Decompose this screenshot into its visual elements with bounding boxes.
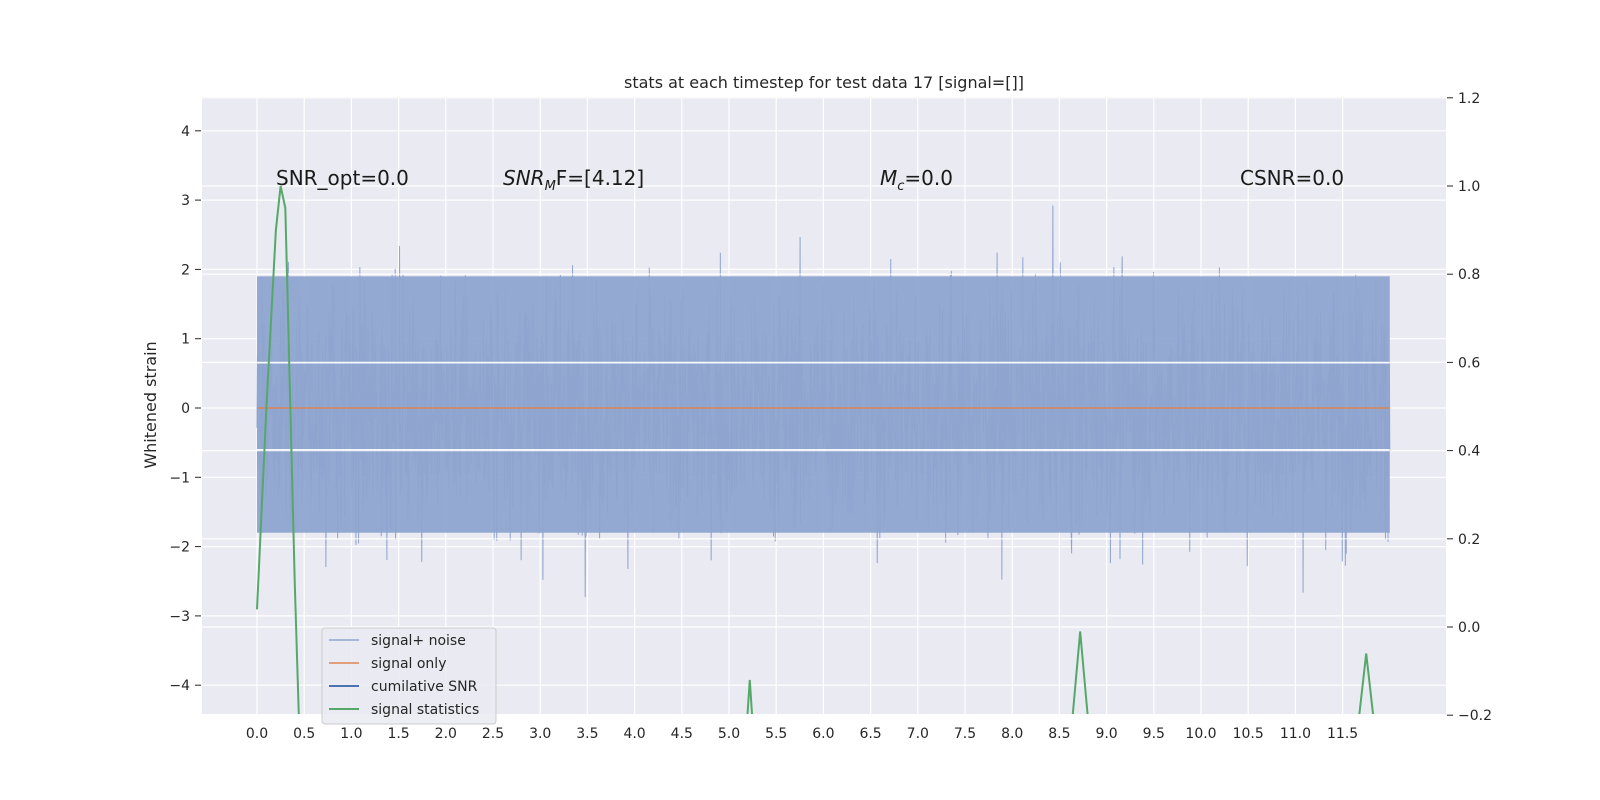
y2-tick-label: 0.4	[1458, 444, 1480, 460]
x-tick-label: 2.0	[435, 726, 457, 742]
x-tick-label: 5.5	[765, 726, 787, 742]
x-tick-label: 1.0	[340, 726, 362, 742]
x-tick-label: 11.0	[1280, 726, 1311, 742]
x-tick-label: 1.5	[387, 726, 409, 742]
chart-title: stats at each timestep for test data 17 …	[624, 73, 1024, 92]
x-tick-label: 8.5	[1048, 726, 1070, 742]
y-tick-label: 0	[181, 401, 190, 417]
y-axis-label: Whitened strain	[141, 341, 160, 468]
x-tick-label: 8.0	[1001, 726, 1023, 742]
x-tick-label: 10.5	[1233, 726, 1264, 742]
signal-statistics-line	[746, 679, 754, 714]
legend-box	[321, 627, 497, 725]
y2-tick-label: 1.2	[1458, 91, 1480, 107]
x-tick-label: 6.0	[812, 726, 834, 742]
x-tick-label: 6.5	[859, 726, 881, 742]
x-tick-label: 10.0	[1185, 726, 1216, 742]
axes: 0.0 0.5 1.0 1.5 2.0 2.5 3.0 3.5 4.0 4.5 5.0 5.5 6.0 6…	[169, 91, 1492, 742]
y2-tick-label: −0.2	[1458, 708, 1492, 724]
annotation-csnr: CSNR=0.0	[1240, 166, 1344, 190]
series-signal-noise	[256, 205, 1391, 598]
noise-trace	[256, 205, 1391, 598]
x-tick-label: 5.0	[718, 726, 740, 742]
signal-statistics-line	[256, 185, 300, 714]
y2-tick-label: 0.8	[1458, 267, 1480, 283]
y-tick-label: −4	[169, 678, 190, 694]
x-tick-label: 4.0	[623, 726, 645, 742]
y-tick-label: 4	[181, 124, 190, 140]
x-tick-label: 0.5	[293, 726, 315, 742]
legend-label-signal-noise: signal+ noise	[371, 633, 466, 649]
x-tick-label: 7.5	[954, 726, 976, 742]
x-tick-label: 7.0	[907, 726, 929, 742]
x-tick-label: 3.0	[529, 726, 551, 742]
legend: signal+ noise signal only cumilative SNR…	[321, 627, 497, 725]
x-tick-label: 0.0	[246, 726, 268, 742]
y-tick-label: 1	[181, 332, 190, 348]
y-tick-label: 3	[181, 193, 190, 209]
annotation-mc: Mc=0.0	[880, 166, 953, 194]
x-tick-label: 11.5	[1327, 726, 1358, 742]
series-lines	[256, 185, 1390, 714]
y-tick-label: −2	[169, 540, 190, 556]
y2-tick-label: 0.2	[1458, 532, 1480, 548]
x-tick-label: 9.0	[1095, 726, 1117, 742]
annotation-snr-mf: SNRMF=[4.12]	[503, 166, 644, 194]
x-tick-label: 9.5	[1143, 726, 1165, 742]
x-tick-label: 3.5	[576, 726, 598, 742]
legend-label-signal-only: signal only	[371, 656, 446, 672]
y2-tick-label: 0.6	[1458, 355, 1480, 371]
y-tick-label: −3	[169, 609, 190, 625]
signal-statistics-line	[1071, 631, 1089, 714]
legend-label-cumulative-snr: cumilative SNR	[371, 679, 478, 695]
annotations: SNR_opt=0.0 SNRMF=[4.12] Mc=0.0 CSNR=0.0	[276, 166, 1344, 194]
y-tick-label: −1	[169, 470, 190, 486]
x-tick-label: 4.5	[671, 726, 693, 742]
x-tick-label: 2.5	[482, 726, 504, 742]
signal-statistics-line	[1358, 653, 1375, 714]
annotation-snr-opt: SNR_opt=0.0	[276, 166, 409, 190]
legend-label-signal-statistics: signal statistics	[371, 702, 479, 718]
y2-tick-label: 1.0	[1458, 179, 1480, 195]
y2-tick-label: 0.0	[1458, 620, 1480, 636]
y-tick-label: 2	[181, 262, 190, 278]
